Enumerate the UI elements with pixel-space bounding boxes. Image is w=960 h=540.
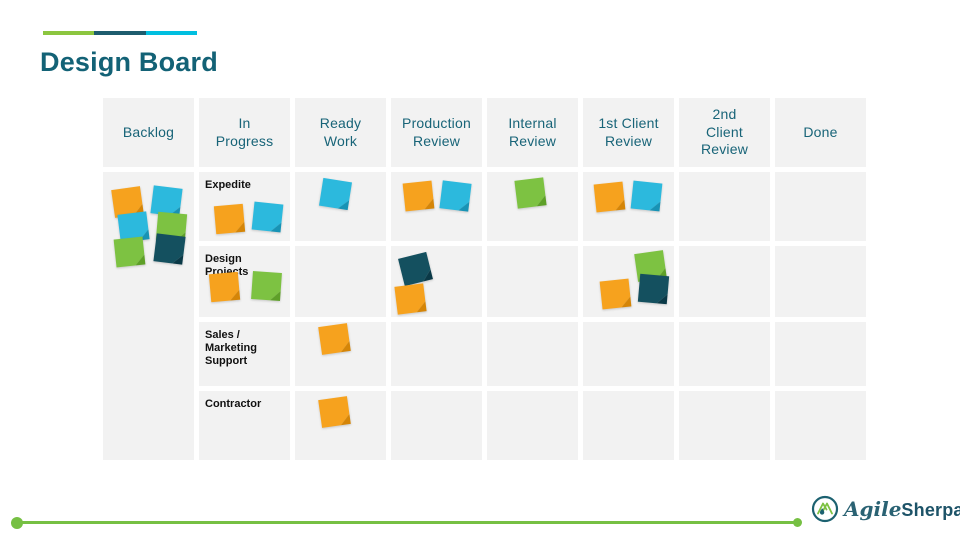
backlog-cell <box>103 172 194 460</box>
kanban-board: Backlog In Progress Ready Work Production R… <box>103 98 866 460</box>
page-title: Design Board <box>40 47 218 77</box>
row-label-contractor: Contractor <box>205 398 262 410</box>
column-header-2nd-client-review: 2nd Client Review <box>679 98 770 167</box>
footer-line-right-dot <box>793 518 802 527</box>
column-header-done: Done <box>775 98 866 167</box>
column-header-backlog: Backlog <box>103 98 194 167</box>
brand-sherpas-text: Sherpas <box>901 500 960 520</box>
cell-contractor-production-review <box>391 391 482 460</box>
sticky-note-teal[interactable] <box>153 233 185 264</box>
brand-agile-text: Agile <box>844 497 902 521</box>
cell-contractor-done <box>775 391 866 460</box>
cell-expedite-1st-client-review <box>583 172 674 241</box>
accent-segment-green <box>43 31 95 35</box>
sticky-note-green[interactable] <box>251 271 282 301</box>
cell-design-projects-in-progress: Design Projects <box>199 246 290 317</box>
footer-line-left-dot <box>11 517 23 529</box>
accent-bar <box>43 31 197 35</box>
column-header-internal-review: Internal Review <box>487 98 578 167</box>
column-header-production-review: Production Review <box>391 98 482 167</box>
sticky-note-cyan[interactable] <box>252 202 284 233</box>
sticky-note-orange[interactable] <box>394 283 426 314</box>
cell-sales-marketing-support-production-review <box>391 322 482 386</box>
sticky-note-cyan[interactable] <box>631 181 663 212</box>
cell-design-projects-2nd-client-review <box>679 246 770 317</box>
sticky-note-cyan[interactable] <box>319 178 352 210</box>
accent-segment-teal <box>94 31 146 35</box>
footer-line <box>17 521 798 524</box>
agilesherpas-logo: Agile Sherpas <box>811 495 960 523</box>
accent-segment-cyan <box>145 31 197 35</box>
column-header-ready-work: Ready Work <box>295 98 386 167</box>
sticky-note-face <box>398 252 433 286</box>
sticky-note-green[interactable] <box>514 177 546 208</box>
cell-expedite-ready-work <box>295 172 386 241</box>
cell-contractor-1st-client-review <box>583 391 674 460</box>
cell-sales-marketing-support-internal-review <box>487 322 578 386</box>
sticky-note-orange[interactable] <box>403 181 435 212</box>
cell-design-projects-done <box>775 246 866 317</box>
cell-sales-marketing-support-done <box>775 322 866 386</box>
cell-expedite-production-review <box>391 172 482 241</box>
sticky-note-teal[interactable] <box>638 274 669 304</box>
sticky-note-orange[interactable] <box>600 279 632 310</box>
sticky-note-orange[interactable] <box>318 323 351 355</box>
cell-design-projects-internal-review <box>487 246 578 317</box>
cell-sales-marketing-support-2nd-client-review <box>679 322 770 386</box>
column-header-in-progress: In Progress <box>199 98 290 167</box>
cell-contractor-2nd-client-review <box>679 391 770 460</box>
cell-expedite-2nd-client-review <box>679 172 770 241</box>
cell-design-projects-production-review <box>391 246 482 317</box>
sticky-note-orange[interactable] <box>318 396 351 428</box>
cell-contractor-in-progress: Contractor <box>199 391 290 460</box>
cell-expedite-in-progress: Expedite <box>199 172 290 241</box>
sticky-note-teal[interactable] <box>398 252 433 286</box>
cell-sales-marketing-support-ready-work <box>295 322 386 386</box>
column-header-1st-client-review: 1st Client Review <box>583 98 674 167</box>
sticky-note-orange[interactable] <box>209 272 240 302</box>
sticky-note-green[interactable] <box>114 237 146 268</box>
cell-expedite-internal-review <box>487 172 578 241</box>
sticky-note-orange[interactable] <box>214 204 245 234</box>
cell-contractor-internal-review <box>487 391 578 460</box>
agilesherpas-logo-mark-icon <box>811 495 839 523</box>
cell-design-projects-ready-work <box>295 246 386 317</box>
row-label-sales-marketing-support: Sales / Marketing Support <box>205 329 257 367</box>
row-label-expedite: Expedite <box>205 179 251 191</box>
cell-design-projects-1st-client-review <box>583 246 674 317</box>
cell-expedite-done <box>775 172 866 241</box>
brand-wordmark: Agile Sherpas <box>844 497 960 521</box>
cell-sales-marketing-support-in-progress: Sales / Marketing Support <box>199 322 290 386</box>
sticky-note-cyan[interactable] <box>439 180 471 211</box>
cell-contractor-ready-work <box>295 391 386 460</box>
sticky-note-orange[interactable] <box>594 182 626 213</box>
cell-sales-marketing-support-1st-client-review <box>583 322 674 386</box>
